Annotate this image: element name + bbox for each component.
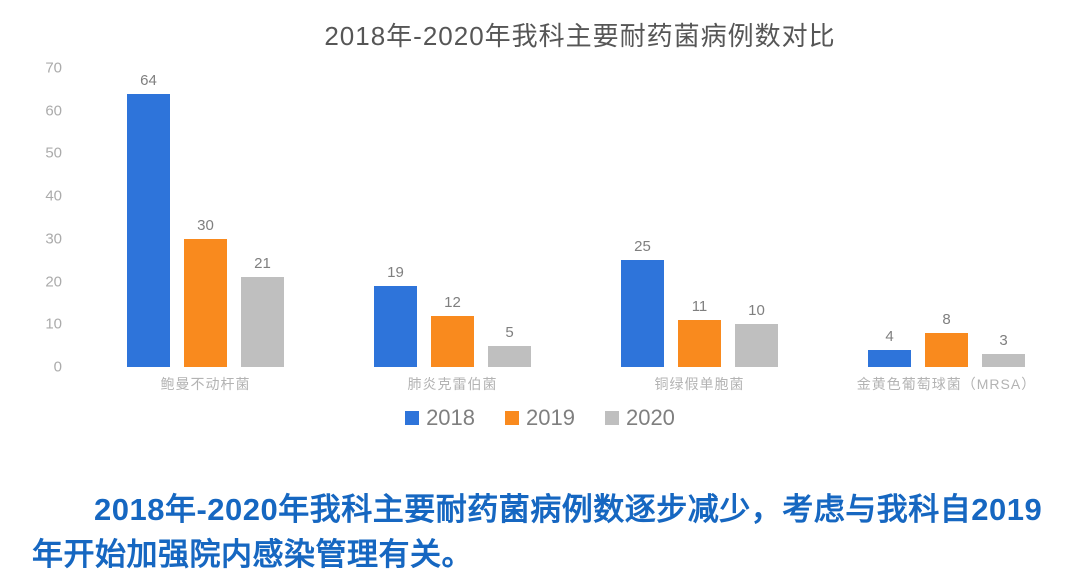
bar-value-label: 10 [748,302,765,320]
bar-2018: 64 [127,72,170,367]
bar-value-label: 3 [999,332,1008,350]
bar-2020: 10 [735,302,778,367]
bar-2018: 25 [621,238,664,367]
bar-group: 19 12 5 肺炎克雷伯菌 [329,68,576,392]
bar-2019: 12 [431,294,474,367]
legend-swatch-icon [505,411,520,425]
bar-2018: 19 [374,264,417,367]
bar-2019: 8 [925,311,968,367]
legend-item-2020: 2020 [604,405,675,431]
bar-value-label: 12 [444,293,461,311]
legend-label: 2019 [526,405,575,430]
bar-group: 4 8 3 金黄色葡萄球菌（MRSA） [823,68,1070,392]
bar-value-label: 64 [140,71,157,89]
y-axis-tick-label: 30 [45,230,62,248]
legend: 2018 2019 2020 [0,405,1080,431]
bar-value-label: 5 [505,323,514,341]
bar-2019: 11 [678,298,721,367]
y-axis-tick-label: 40 [45,187,62,205]
y-axis-tick-label: 20 [45,273,62,291]
bar-value-label: 30 [197,216,214,234]
category-label: 肺炎克雷伯菌 [407,376,498,392]
plot-area: 64 30 21 鲍曼不动杆菌 19 12 5 肺炎克雷伯菌 25 11 10 铜绿假单胞菌 4 8 3 金黄… [82,68,1070,392]
chart-title: 2018年-2020年我科主要耐药菌病例数对比 [324,21,836,51]
legend-label: 2018 [426,405,476,430]
bar-group: 64 30 21 鲍曼不动杆菌 [82,68,329,392]
caption-text: 2018年-2020年我科主要耐药菌病例数逐步减少，考虑与我科自2019年开始加… [32,492,1043,572]
bar-2019: 30 [184,217,227,367]
bar-value-label: 4 [885,327,894,345]
bar-value-label: 8 [942,310,951,328]
bar-value-label: 21 [254,255,271,273]
y-axis: 0 10 20 30 40 50 60 70 [0,60,62,376]
bar-value-label: 25 [634,238,651,256]
legend-item-2019: 2019 [505,405,575,431]
bar-2020: 21 [241,255,284,367]
y-axis-tick-label: 60 [45,102,62,120]
bar-value-label: 19 [387,263,404,281]
category-label: 铜绿假单胞菌 [654,376,745,392]
y-axis-tick-label: 0 [53,358,62,376]
legend-item-2018: 2018 [405,405,475,431]
bar-group: 25 11 10 铜绿假单胞菌 [576,68,823,392]
bar-2018: 4 [868,328,911,367]
category-label: 金黄色葡萄球菌（MRSA） [856,376,1037,392]
bar-2020: 5 [488,324,531,367]
y-axis-tick-label: 50 [45,144,62,162]
bar-2020: 3 [982,332,1025,367]
y-axis-tick-label: 70 [45,59,62,77]
legend-label: 2020 [625,405,675,430]
legend-swatch-icon [604,411,619,425]
bar-value-label: 11 [691,298,708,316]
y-axis-tick-label: 10 [45,315,62,333]
legend-swatch-icon [405,411,420,425]
category-label: 鲍曼不动杆菌 [160,376,251,392]
